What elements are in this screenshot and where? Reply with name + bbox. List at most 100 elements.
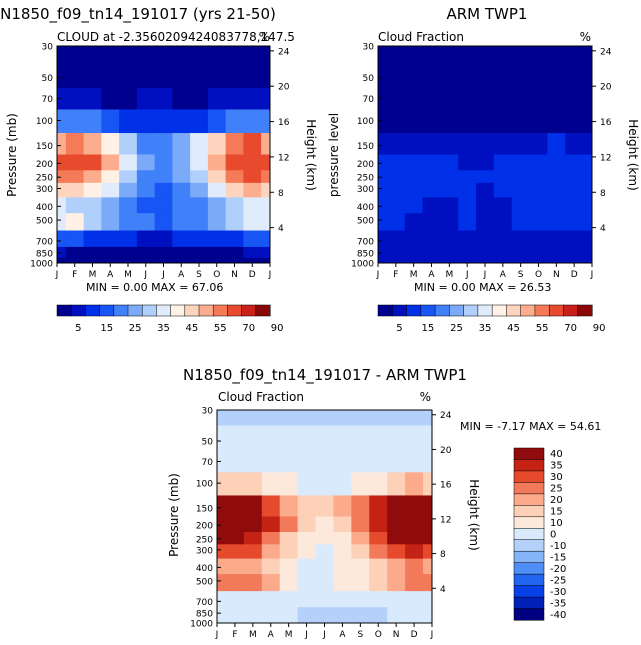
x-tick-label: S xyxy=(518,270,524,280)
heat-cell xyxy=(243,425,263,452)
heat-cell xyxy=(476,109,495,134)
heat-cell xyxy=(243,246,262,259)
colorbar-swatch xyxy=(227,304,243,317)
heat-cell xyxy=(297,591,316,608)
heat-cell xyxy=(101,88,120,110)
heat-cell xyxy=(405,574,424,592)
x-tick-label: D xyxy=(411,630,418,640)
heat-cell xyxy=(422,88,441,110)
heat-cell xyxy=(351,607,370,619)
heat-cell xyxy=(493,197,513,214)
heat-cell xyxy=(172,133,191,155)
x-tick-label: J xyxy=(55,270,59,280)
heat-cell xyxy=(511,246,530,259)
colorbar-swatch xyxy=(241,304,257,317)
heat-cell xyxy=(101,133,120,155)
heat-cell xyxy=(217,451,227,473)
y-tick-label: 500 xyxy=(36,217,53,227)
heat-cell xyxy=(83,257,102,264)
heat-cell xyxy=(279,472,299,496)
heat-cell xyxy=(83,88,102,110)
y-right-tick-label: 16 xyxy=(440,481,452,491)
y-tick-label: 1000 xyxy=(351,260,374,270)
colorbar-label: 90 xyxy=(593,323,606,334)
heat-cell xyxy=(261,532,281,545)
heat-cell xyxy=(333,607,352,619)
y-tick-label: 50 xyxy=(42,74,54,84)
heat-cell xyxy=(529,170,548,184)
heat-cell xyxy=(279,544,299,559)
p2-ylabel: pressure level xyxy=(327,113,341,197)
heat-cell xyxy=(190,61,209,89)
heat-cell xyxy=(315,495,334,517)
heat-cell xyxy=(351,558,370,575)
heat-cell xyxy=(172,61,191,89)
y-right-tick-label: 12 xyxy=(600,153,611,163)
heat-cell xyxy=(279,591,299,608)
heat-cell xyxy=(423,516,433,533)
heat-cell xyxy=(136,257,156,264)
heat-cell xyxy=(404,133,423,155)
heat-cell xyxy=(565,46,584,63)
heat-cell xyxy=(476,182,495,198)
y-tick-label: 30 xyxy=(363,43,375,53)
heat-cell xyxy=(297,558,316,575)
heat-cell xyxy=(243,574,263,592)
heat-cell xyxy=(529,213,548,231)
heat-cell xyxy=(422,46,441,63)
heat-cell xyxy=(387,532,406,545)
heat-cell xyxy=(57,257,67,264)
heat-cell xyxy=(440,257,459,264)
heat-cell xyxy=(583,61,593,89)
heat-cell xyxy=(351,544,370,559)
heat-cell xyxy=(65,61,85,89)
heat-cell xyxy=(243,591,263,608)
heat-cell xyxy=(405,495,424,517)
heat-cell xyxy=(387,558,406,575)
heat-cell xyxy=(351,591,370,608)
heat-cell xyxy=(369,618,388,624)
heat-cell xyxy=(511,213,530,231)
heat-cell xyxy=(511,230,530,248)
heat-cell xyxy=(315,425,334,452)
x-tick-label: J xyxy=(590,270,594,280)
heat-cell xyxy=(387,574,406,592)
heat-cell xyxy=(279,558,299,575)
heat-cell xyxy=(190,109,209,134)
heat-cell xyxy=(404,230,423,248)
heat-cell xyxy=(225,607,245,619)
heat-cell xyxy=(190,182,209,198)
heat-cell xyxy=(172,246,191,259)
heat-cell xyxy=(225,451,245,473)
heat-cell xyxy=(404,154,423,171)
colorbar-swatch xyxy=(56,304,72,317)
y-tick-label: 50 xyxy=(202,438,214,448)
heat-cell xyxy=(65,170,85,184)
heat-cell xyxy=(154,257,173,264)
y-right-tick-label: 20 xyxy=(600,83,612,93)
colorbar-label: 15 xyxy=(422,323,435,334)
x-tick-label: N xyxy=(553,270,560,280)
heat-cell xyxy=(440,246,459,259)
heat-cell xyxy=(154,133,173,155)
heat-cell xyxy=(172,230,191,248)
heat-cell xyxy=(583,213,593,231)
heat-cell xyxy=(225,591,245,608)
heat-cell xyxy=(243,607,263,619)
heat-cell xyxy=(529,46,548,63)
heat-cell xyxy=(404,88,423,110)
heat-cell xyxy=(405,451,424,473)
heat-cell xyxy=(261,154,271,171)
heat-cell xyxy=(172,197,191,214)
heat-cell xyxy=(297,410,316,426)
colorbar-swatch xyxy=(534,304,550,317)
colorbar-label: 40 xyxy=(550,449,563,460)
colorbar-label: 55 xyxy=(536,323,549,334)
heat-cell xyxy=(387,472,406,496)
heat-cell xyxy=(369,425,388,452)
heat-cell xyxy=(511,182,530,198)
heat-cell xyxy=(529,109,548,134)
heat-cell xyxy=(154,182,173,198)
heat-cell xyxy=(440,133,459,155)
heat-cell xyxy=(333,544,352,559)
